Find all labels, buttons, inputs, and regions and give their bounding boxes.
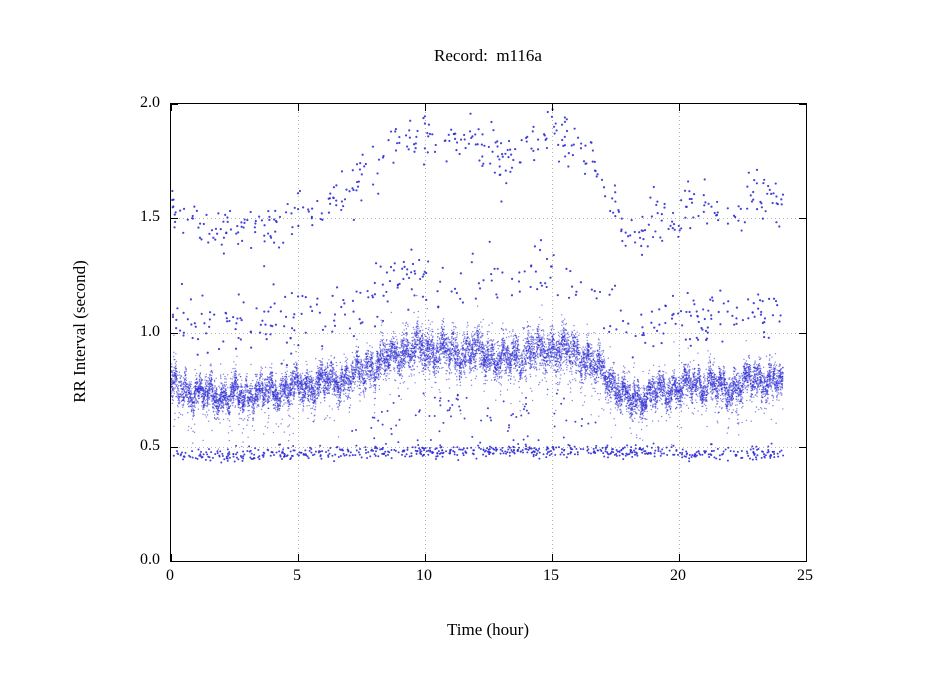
x-tick-label: 5: [293, 567, 301, 584]
x-tick-label: 0: [166, 567, 174, 584]
x-tick-label: 10: [416, 567, 432, 584]
scatter-canvas: [171, 104, 806, 561]
y-tick-label: 0.0: [140, 551, 160, 568]
plot-area: [170, 103, 807, 562]
y-axis-label: RR Interval (second): [70, 260, 89, 403]
y-tick-label: 0.5: [140, 437, 160, 454]
x-tick-label: 25: [797, 567, 813, 584]
x-tick-label: 15: [543, 567, 559, 584]
y-tick-label: 1.5: [140, 208, 160, 225]
chart-title: Record: m116a: [434, 46, 542, 65]
x-tick-label: 20: [670, 567, 686, 584]
y-tick-label: 1.0: [140, 323, 160, 340]
x-axis-label: Time (hour): [446, 620, 529, 639]
y-tick-label: 2.0: [140, 94, 160, 111]
